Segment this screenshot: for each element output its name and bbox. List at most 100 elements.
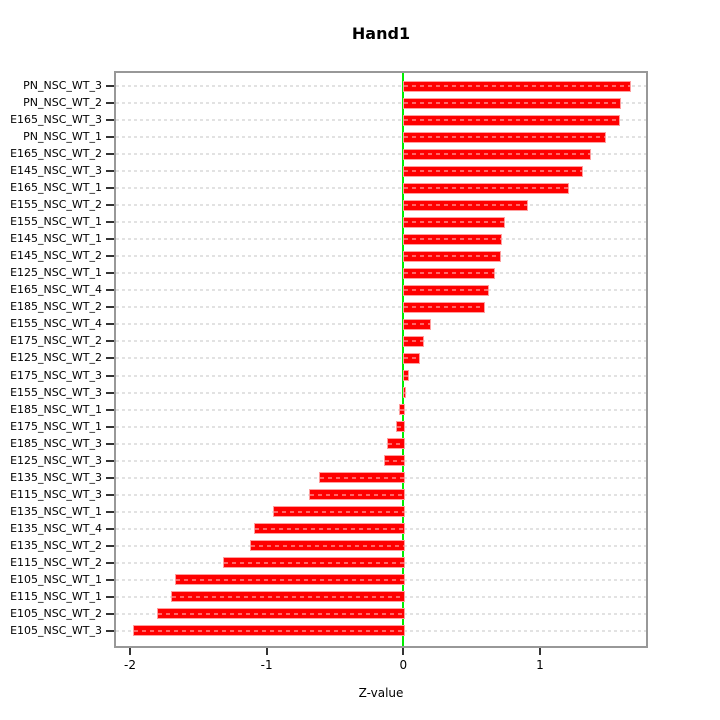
bar-dash-pattern (404, 187, 569, 190)
bar (222, 557, 406, 569)
y-axis-tick (106, 323, 114, 326)
y-axis-tick (106, 187, 114, 190)
y-axis-tick (106, 170, 114, 173)
grid-line (116, 323, 646, 326)
y-axis-tick (106, 119, 114, 122)
bar (250, 540, 406, 552)
bar (403, 216, 505, 228)
grid-line (116, 153, 646, 156)
x-tick-label: 0 (399, 658, 408, 672)
y-tick-label: E115_NSC_WT_2 (10, 555, 102, 569)
y-tick-label: E165_NSC_WT_2 (10, 147, 102, 161)
grid-line (116, 119, 646, 122)
y-tick-label: E135_NSC_WT_2 (10, 538, 102, 552)
y-axis-tick (106, 595, 114, 598)
y-tick-label: E185_NSC_WT_2 (10, 300, 102, 314)
y-axis-tick (106, 221, 114, 224)
grid-line (116, 442, 646, 445)
grid-line (116, 306, 646, 309)
y-tick-label: E175_NSC_WT_1 (10, 419, 102, 433)
grid-line (116, 408, 646, 411)
grid-line (116, 374, 646, 377)
x-axis-title: Z-value (358, 686, 404, 700)
bar-dash-pattern (404, 238, 502, 241)
y-axis-tick (106, 136, 114, 139)
y-axis-tick (106, 255, 114, 258)
bar-dash-pattern (404, 85, 630, 87)
bar-dash-pattern (404, 102, 621, 105)
bar (403, 182, 570, 194)
y-tick-label: E105_NSC_WT_3 (10, 623, 102, 637)
y-axis-tick (106, 527, 114, 530)
y-axis-tick (106, 629, 114, 632)
y-tick-label: E155_NSC_WT_2 (10, 198, 102, 212)
y-tick-label: E145_NSC_WT_3 (10, 164, 102, 178)
bar (403, 250, 501, 262)
bar-dash-pattern (404, 357, 420, 360)
bar (403, 97, 622, 109)
bar-dash-pattern (319, 476, 405, 479)
grid-line (116, 238, 646, 241)
bar-dash-pattern (133, 629, 405, 632)
bar (403, 301, 485, 313)
y-tick-label: PN_NSC_WT_2 (23, 96, 102, 110)
y-tick-label: E155_NSC_WT_1 (10, 215, 102, 229)
y-tick-label: PN_NSC_WT_1 (23, 130, 102, 144)
bar (254, 523, 406, 535)
bar (403, 387, 406, 399)
y-tick-label: E135_NSC_WT_4 (10, 521, 102, 535)
y-tick-label: E125_NSC_WT_1 (10, 266, 102, 280)
bar (273, 506, 406, 518)
grid-line (116, 85, 646, 87)
x-tick-label: -2 (124, 658, 136, 672)
y-axis-tick (106, 493, 114, 496)
y-axis-tick (106, 272, 114, 275)
bar (403, 284, 489, 296)
grid-line (116, 255, 646, 258)
bar-dash-pattern (404, 153, 591, 156)
grid-line (116, 459, 646, 462)
y-axis-tick (106, 476, 114, 479)
grid-line (116, 357, 646, 360)
bar (403, 199, 529, 211)
y-tick-label: PN_NSC_WT_3 (23, 79, 102, 92)
bar (403, 114, 620, 126)
y-axis-tick (106, 425, 114, 428)
x-axis-tick (402, 648, 405, 655)
y-axis-tick (106, 340, 114, 343)
grid-line (116, 221, 646, 224)
y-axis-tick (106, 408, 114, 411)
grid-line (116, 136, 646, 139)
y-axis-tick (106, 612, 114, 615)
bar (403, 148, 592, 160)
bar-dash-pattern (404, 306, 484, 309)
y-axis-tick (106, 459, 114, 462)
y-axis-tick (106, 238, 114, 241)
y-tick-label: E165_NSC_WT_3 (10, 113, 102, 127)
bar (132, 625, 406, 637)
grid-line (116, 391, 646, 394)
y-axis-tick (106, 153, 114, 156)
bar-dash-pattern (404, 391, 405, 394)
bar-dash-pattern (176, 578, 405, 581)
bar-dash-pattern (404, 374, 409, 377)
bar (403, 370, 410, 381)
y-tick-label: E135_NSC_WT_1 (10, 504, 102, 518)
y-tick-label: E115_NSC_WT_3 (10, 487, 102, 501)
bar (399, 404, 406, 416)
bar (175, 574, 406, 586)
y-tick-label: E105_NSC_WT_2 (10, 606, 102, 620)
y-axis-tick (106, 544, 114, 547)
y-axis-tick (106, 578, 114, 581)
y-tick-label: E175_NSC_WT_2 (10, 334, 102, 348)
bar (403, 335, 425, 347)
bar (403, 80, 631, 92)
bar-dash-pattern (385, 459, 405, 462)
y-axis-tick (106, 306, 114, 309)
bar (403, 267, 496, 279)
y-axis-tick (106, 289, 114, 292)
bar (403, 165, 583, 177)
bar-dash-pattern (404, 136, 606, 139)
y-tick-label: E165_NSC_WT_1 (10, 181, 102, 195)
